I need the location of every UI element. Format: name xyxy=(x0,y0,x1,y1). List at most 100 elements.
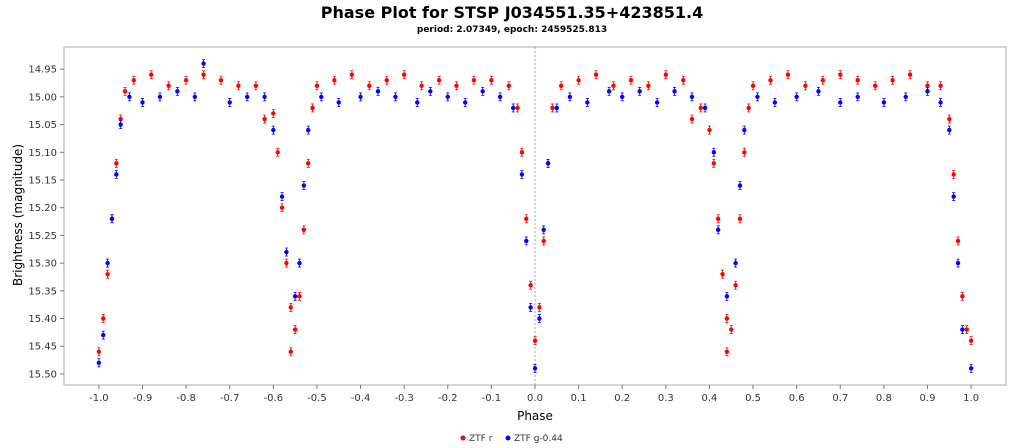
data-point xyxy=(127,94,132,100)
data-point xyxy=(960,327,965,332)
data-point xyxy=(576,78,581,83)
data-point xyxy=(471,78,477,83)
data-point xyxy=(742,150,747,155)
data-point xyxy=(524,216,529,221)
data-point xyxy=(166,83,171,88)
data-point xyxy=(284,249,289,255)
data-point xyxy=(454,83,459,88)
data-point xyxy=(750,83,756,88)
data-point xyxy=(532,338,538,343)
data-point xyxy=(528,283,533,288)
data-point xyxy=(537,305,542,310)
data-point xyxy=(415,100,420,105)
data-point xyxy=(175,89,180,94)
data-point xyxy=(938,100,943,105)
data-point xyxy=(746,105,751,111)
data-point xyxy=(872,83,878,88)
data-point xyxy=(528,305,533,310)
data-point xyxy=(960,294,965,299)
data-point xyxy=(803,83,808,88)
x-tick-label: -0.4 xyxy=(351,393,371,404)
data-point xyxy=(620,94,625,100)
x-tick-label: -0.1 xyxy=(482,393,502,404)
data-point xyxy=(689,116,695,122)
data-point xyxy=(314,83,320,88)
data-point xyxy=(955,260,961,266)
legend-marker-ztf-r xyxy=(460,435,466,441)
data-point xyxy=(297,294,302,299)
data-point xyxy=(192,94,198,100)
data-point xyxy=(118,116,123,122)
y-tick-label: 15.30 xyxy=(28,259,57,270)
data-point xyxy=(105,260,110,266)
series-ztf-g xyxy=(96,59,974,373)
data-point xyxy=(284,260,289,266)
data-point xyxy=(114,161,119,166)
data-point xyxy=(436,78,442,83)
x-tick-label: -0.6 xyxy=(264,393,284,404)
data-point xyxy=(968,338,974,343)
data-point xyxy=(297,260,302,266)
data-point xyxy=(279,205,285,210)
data-point xyxy=(541,227,546,233)
data-point xyxy=(524,238,529,244)
data-point xyxy=(358,94,363,100)
data-point xyxy=(794,94,799,100)
data-point xyxy=(201,72,206,77)
data-point xyxy=(720,271,725,277)
legend-label-ztf-r: ZTF r xyxy=(469,434,493,444)
data-point xyxy=(711,150,717,155)
x-tick-label: 0.2 xyxy=(614,393,630,404)
data-point xyxy=(140,100,145,105)
data-point xyxy=(292,294,298,299)
data-point xyxy=(593,72,599,77)
data-point xyxy=(122,89,128,94)
y-tick-label: 14.95 xyxy=(28,65,57,76)
data-point xyxy=(275,150,280,155)
data-point xyxy=(724,294,730,299)
data-point xyxy=(724,316,730,321)
x-tick-label: 0.7 xyxy=(832,393,848,404)
data-point xyxy=(428,89,433,94)
data-point xyxy=(768,78,773,83)
x-tick-label: -0.7 xyxy=(220,393,240,404)
data-point xyxy=(585,100,590,105)
data-point xyxy=(964,327,969,332)
data-point xyxy=(737,216,743,221)
data-point xyxy=(101,332,106,338)
data-point xyxy=(497,94,503,100)
x-tick-label: 0.8 xyxy=(876,393,892,404)
y-tick-label: 15.35 xyxy=(28,286,57,297)
y-tick-label: 15.05 xyxy=(28,120,57,131)
x-tick-label: 0.1 xyxy=(571,393,587,404)
data-point xyxy=(689,94,695,100)
data-point xyxy=(881,100,887,105)
data-point xyxy=(855,78,860,83)
data-point xyxy=(925,83,930,88)
data-point xyxy=(236,83,241,88)
data-point xyxy=(951,194,956,199)
data-point xyxy=(515,105,520,111)
data-point xyxy=(445,94,450,100)
data-point xyxy=(537,316,542,321)
data-series-layer xyxy=(96,59,974,373)
y-tick-label: 15.40 xyxy=(28,314,57,325)
data-point xyxy=(742,127,747,133)
data-point xyxy=(227,100,232,105)
data-point xyxy=(271,111,276,116)
data-point xyxy=(510,105,516,111)
x-tick-label: 1.0 xyxy=(963,393,979,404)
data-point xyxy=(903,94,908,100)
data-point xyxy=(244,94,250,100)
data-point xyxy=(262,94,267,100)
data-point xyxy=(262,116,267,122)
data-point xyxy=(201,61,206,66)
data-point xyxy=(336,100,341,105)
data-point xyxy=(729,327,734,332)
x-tick-label: 0.5 xyxy=(745,393,761,404)
data-point xyxy=(149,72,154,77)
y-tick-label: 15.15 xyxy=(28,175,57,186)
y-tick-label: 15.10 xyxy=(28,148,57,159)
data-point xyxy=(785,72,791,77)
